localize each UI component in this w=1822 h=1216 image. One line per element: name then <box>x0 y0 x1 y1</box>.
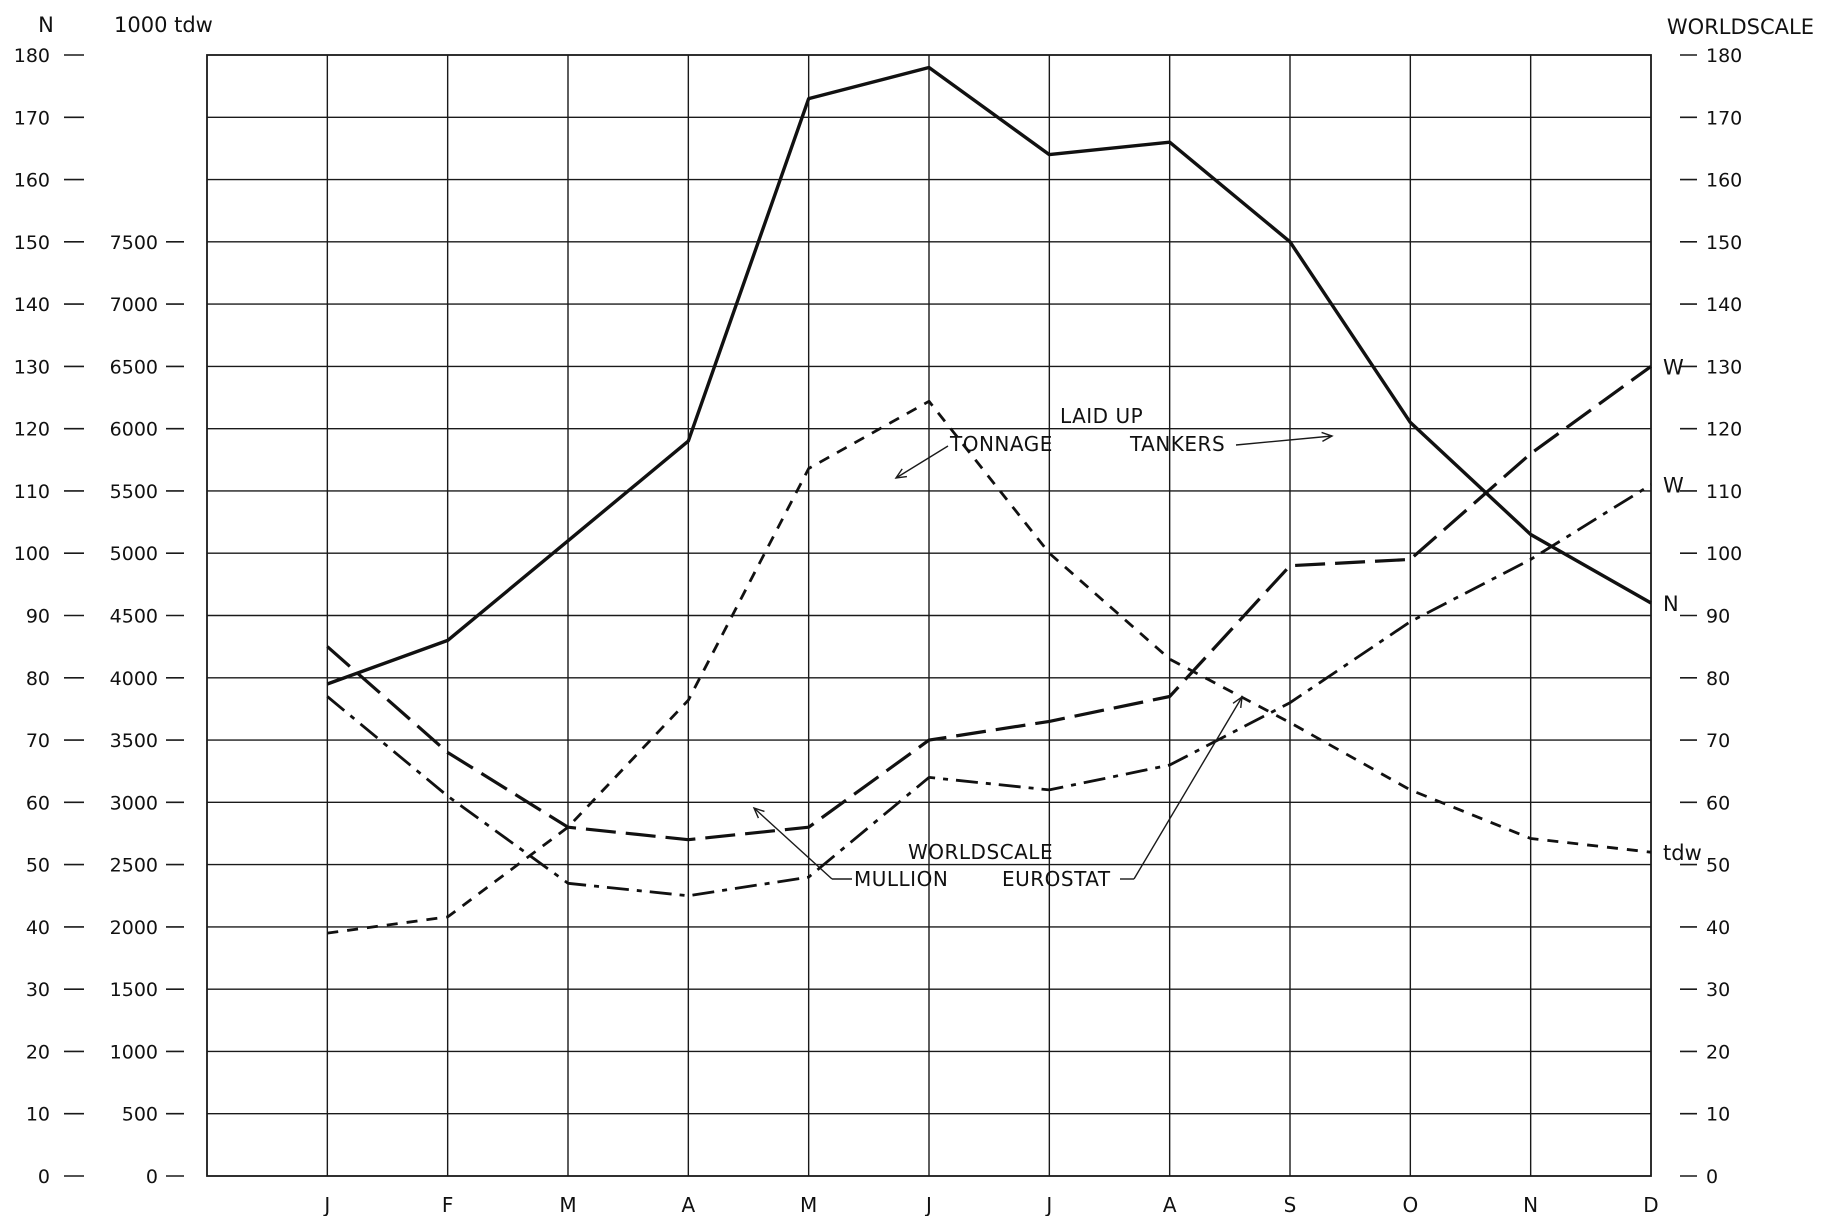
month-label: D <box>1643 1193 1658 1216</box>
pointer-eurostat <box>1133 696 1243 880</box>
tdw-axis-tick-label: 1500 <box>110 979 158 1001</box>
series-line-laid-up-tdw <box>327 399 1652 935</box>
month-label: M <box>559 1193 576 1216</box>
annotation-mullion: MULLION <box>854 867 948 891</box>
tdw-axis-tick-label: 7000 <box>110 294 158 316</box>
worldscale-axis-tick-label: 30 <box>1706 979 1730 1001</box>
n-axis-tick-label: 80 <box>26 668 50 690</box>
annotations: LAID UP TONNAGE TANKERS WORLDSCALE MULLION EU… <box>752 404 1334 891</box>
worldscale-axis-tick-label: 140 <box>1706 294 1742 316</box>
month-label: M <box>800 1193 817 1216</box>
tdw-axis-tick-label: 3000 <box>110 792 158 814</box>
tdw-axis-tick-label: 6000 <box>110 419 158 441</box>
n-axis-tick-label: 150 <box>14 232 50 254</box>
n-axis-tick-label: 110 <box>14 481 50 503</box>
tdw-axis-tick-label: 6500 <box>110 356 158 378</box>
series-end-label: N <box>1663 592 1679 616</box>
tdw-axis-tick-label: 500 <box>122 1104 158 1126</box>
pointer-arrowhead <box>752 806 765 819</box>
pointer-arrowhead <box>894 468 907 479</box>
tdw-axis-tick-label: 5000 <box>110 543 158 565</box>
n-axis-tick-label: 90 <box>26 606 50 628</box>
worldscale-axis-tick-label: 10 <box>1706 1104 1730 1126</box>
worldscale-axis-tick-label: 50 <box>1706 855 1730 877</box>
n-axis-tick-label: 160 <box>14 170 50 192</box>
tdw-axis-tick-label: 3500 <box>110 730 158 752</box>
worldscale-axis-tick-label: 80 <box>1706 668 1730 690</box>
series-end-label: W <box>1663 474 1684 498</box>
series-end-label: tdw <box>1663 841 1702 865</box>
n-axis-tick-label: 40 <box>26 917 50 939</box>
axes: 0102030405060708090100110120130140150160… <box>14 13 1814 1216</box>
worldscale-axis-tick-label: 100 <box>1706 543 1742 565</box>
worldscale-axis-tick-label: 110 <box>1706 481 1742 503</box>
n-axis-tick-label: 120 <box>14 419 50 441</box>
grid-lines <box>206 54 1652 1177</box>
n-axis-tick-label: 180 <box>14 45 50 67</box>
annotation-worldscale: WORLDSCALE <box>908 840 1053 864</box>
tdw-axis-tick-label: 4500 <box>110 606 158 628</box>
pointer-mullion <box>753 807 833 880</box>
n-axis-tick-label: 70 <box>26 730 50 752</box>
n-axis-tick-label: 30 <box>26 979 50 1001</box>
pointer-arrowhead <box>1232 695 1243 709</box>
n-axis-tick-label: 60 <box>26 792 50 814</box>
worldscale-axis-tick-label: 0 <box>1706 1166 1718 1188</box>
worldscale-axis-tick-label: 180 <box>1706 45 1742 67</box>
worldscale-axis-tick-label: 70 <box>1706 730 1730 752</box>
month-label: J <box>924 1193 932 1216</box>
pointer-tankers <box>1235 435 1333 446</box>
tdw-axis-tick-label: 2000 <box>110 917 158 939</box>
series-line-laid-up-n <box>326 65 1652 686</box>
month-label: N <box>1523 1193 1538 1216</box>
annotation-tankers: TANKERS <box>1129 432 1225 456</box>
series-line-worldscale-eurostat <box>326 483 1652 898</box>
series-line-worldscale-mullion <box>326 365 1652 842</box>
series-end-label: W <box>1663 355 1684 379</box>
month-label: S <box>1284 1193 1297 1216</box>
n-axis-tick-label: 0 <box>38 1166 50 1188</box>
tdw-axis-tick-label: 4000 <box>110 668 158 690</box>
annotation-eurostat: EUROSTAT <box>1002 867 1111 891</box>
n-axis-tick-label: 130 <box>14 356 50 378</box>
month-label: O <box>1402 1193 1418 1216</box>
pointer-arrowhead <box>1321 431 1334 443</box>
n-axis-tick-label: 170 <box>14 107 50 129</box>
n-axis-tick-label: 140 <box>14 294 50 316</box>
tdw-axis-tick-label: 1000 <box>110 1041 158 1063</box>
worldscale-axis-tick-label: 150 <box>1706 232 1742 254</box>
worldscale-axis-label: WORLDSCALE <box>1667 15 1814 39</box>
tdw-axis-tick-label: 2500 <box>110 855 158 877</box>
worldscale-axis-tick-label: 130 <box>1706 356 1742 378</box>
n-axis-tick-label: 50 <box>26 855 50 877</box>
worldscale-axis-tick-label: 60 <box>1706 792 1730 814</box>
month-label: F <box>442 1193 454 1216</box>
worldscale-axis-tick-label: 170 <box>1706 107 1742 129</box>
worldscale-axis-tick-label: 40 <box>1706 917 1730 939</box>
tdw-axis-label: 1000 tdw <box>114 13 213 37</box>
worldscale-axis-tick-label: 90 <box>1706 606 1730 628</box>
worldscale-axis-tick-label: 160 <box>1706 170 1742 192</box>
tdw-axis-tick-label: 7500 <box>110 232 158 254</box>
month-label: A <box>1163 1193 1177 1216</box>
worldscale-axis-tick-label: 20 <box>1706 1041 1730 1063</box>
month-label: J <box>1044 1193 1052 1216</box>
n-axis-tick-label: 10 <box>26 1104 50 1126</box>
n-axis-label: N <box>38 13 54 37</box>
tdw-axis-tick-label: 5500 <box>110 481 158 503</box>
n-axis-tick-label: 20 <box>26 1041 50 1063</box>
n-axis-tick-label: 100 <box>14 543 50 565</box>
month-label: J <box>322 1193 330 1216</box>
annotation-tonnage: TONNAGE <box>949 432 1053 456</box>
pointer-tonnage <box>895 445 949 479</box>
tdw-axis-tick-label: 0 <box>146 1166 158 1188</box>
annotation-laid-up: LAID UP <box>1060 404 1143 428</box>
worldscale-axis-tick-label: 120 <box>1706 419 1742 441</box>
month-label: A <box>681 1193 695 1216</box>
